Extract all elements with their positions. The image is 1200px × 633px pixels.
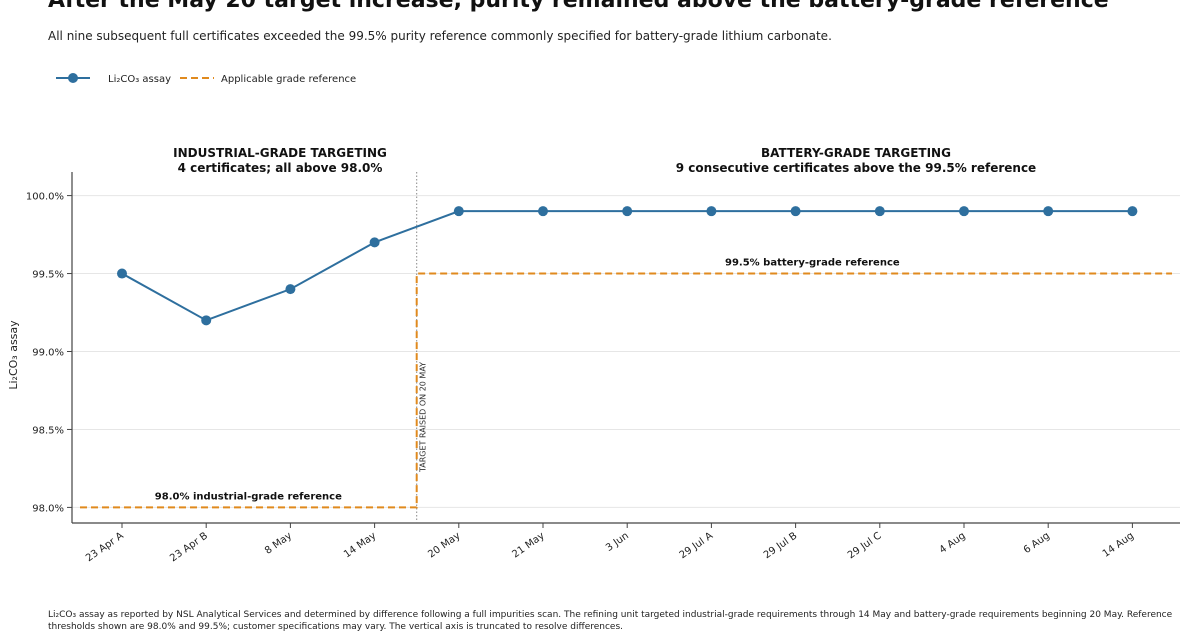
assay-data-point <box>622 206 633 217</box>
y-tick-label: 99.5% <box>32 270 64 281</box>
battery-section-title: BATTERY-GRADE TARGETING <box>761 146 951 160</box>
legend-assay-label: Li₂CO₃ assay <box>108 74 171 85</box>
y-tick-label: 98.5% <box>32 425 64 436</box>
x-tick-label: 6 Aug <box>1022 530 1052 556</box>
grid <box>72 195 1180 508</box>
x-tick-label: 4 Aug <box>938 530 968 556</box>
assay-data-point <box>706 206 717 217</box>
legend-reference-label: Applicable grade reference <box>221 74 356 85</box>
chart-title: After the May 20 target increase, purity… <box>48 0 1109 13</box>
y-tick-label: 98.0% <box>32 503 64 514</box>
assay-data-point <box>790 206 801 217</box>
y-tick-label: 100.0% <box>26 192 64 203</box>
series <box>117 206 1138 326</box>
target-raised-label: TARGET RAISED ON 20 MAY <box>419 362 428 473</box>
legend: Li₂CO₃ assay Applicable grade reference <box>56 73 356 85</box>
x-tick-label: 21 May <box>510 530 546 560</box>
x-tick-label: 8 May <box>263 530 294 556</box>
chart-subtitle: All nine subsequent full certificates ex… <box>48 29 832 43</box>
x-tick-label: 29 Jul B <box>762 530 800 561</box>
x-tick-label: 29 Jul A <box>678 530 716 561</box>
assay-data-point <box>538 206 548 217</box>
x-tick-label: 14 Aug <box>1101 530 1136 559</box>
y-axis-label: Li₂CO₃ assay <box>7 320 20 390</box>
assay-data-point <box>1127 206 1138 217</box>
industrial-section-subtitle: 4 certificates; all above 98.0% <box>178 161 383 175</box>
battery-reference-label: 99.5% battery-grade reference <box>725 258 900 269</box>
x-tick-label: 29 Jul C <box>846 530 884 561</box>
grade-reference-line <box>80 272 1172 509</box>
assay-data-point <box>201 315 212 326</box>
legend-assay-marker <box>68 73 78 83</box>
x-tick-label: 23 Apr A <box>84 530 126 564</box>
industrial-reference-label: 98.0% industrial-grade reference <box>155 491 342 502</box>
footnote: Li₂CO₃ assay as reported by NSL Analytic… <box>48 610 1173 632</box>
assay-data-point <box>369 237 380 248</box>
industrial-section-title: INDUSTRIAL-GRADE TARGETING <box>173 146 387 160</box>
x-tick-label: 20 May <box>426 530 462 560</box>
assay-data-point <box>874 206 885 217</box>
assay-series-line <box>121 210 1133 322</box>
x-tick-label: 3 Jun <box>604 530 631 553</box>
assay-data-point <box>1043 206 1054 217</box>
x-tick-label: 23 Apr B <box>168 530 210 564</box>
assay-data-point <box>453 206 464 217</box>
assay-data-point <box>959 206 969 217</box>
battery-section-subtitle: 9 consecutive certificates above the 99.… <box>676 161 1036 175</box>
x-tick-label: 14 May <box>342 530 378 560</box>
assay-data-point <box>285 284 296 295</box>
axes: 98.0% 98.5% 99.0% 99.5% 100.0% 23 Apr A 23 Apr… <box>26 172 1180 564</box>
reference-lines <box>80 172 1172 523</box>
y-tick-label: 99.0% <box>32 348 64 359</box>
assay-data-point <box>117 268 127 279</box>
